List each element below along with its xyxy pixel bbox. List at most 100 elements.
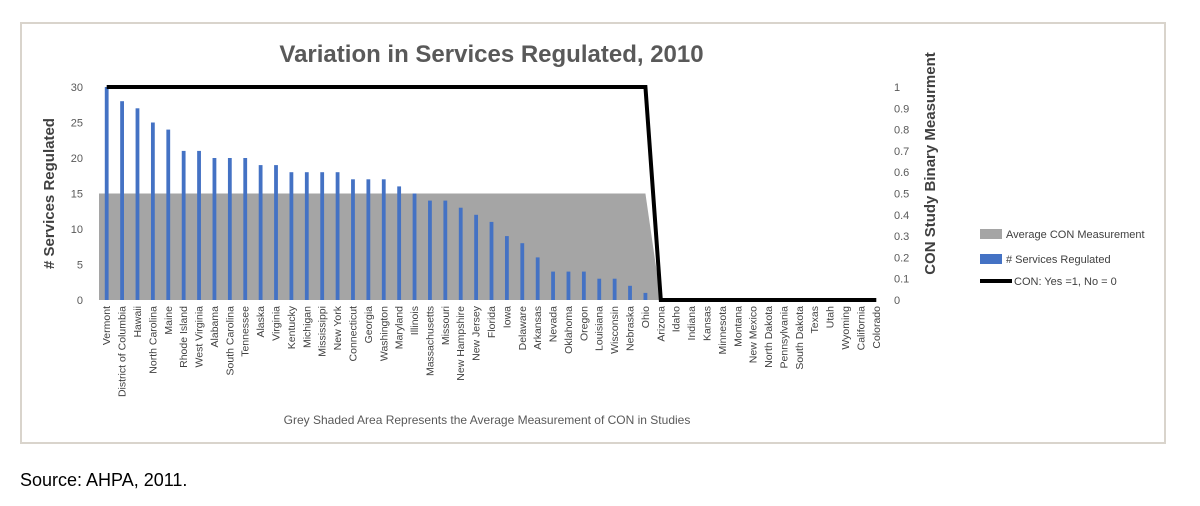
x-tick-label: New Jersey xyxy=(471,305,483,361)
series-line-con xyxy=(106,85,877,302)
y2-tick-label: 0 xyxy=(894,295,900,307)
bar-illinois xyxy=(412,193,417,300)
y-tick-label: 20 xyxy=(71,153,83,165)
x-tick-label: Washington xyxy=(378,306,390,361)
chart-title: Variation in Services Regulated, 2010 xyxy=(279,41,703,68)
y-tick-label: 30 xyxy=(71,82,83,94)
bar-north-carolina xyxy=(150,122,155,300)
x-tick-label: New York xyxy=(332,305,344,350)
y-tick-label: 15 xyxy=(71,189,83,201)
bar-georgia xyxy=(366,179,371,300)
bar-nebraska xyxy=(628,285,632,300)
x-tick-label: Maine xyxy=(163,306,175,335)
bar-wisconsin xyxy=(612,278,617,300)
bar-washington xyxy=(381,179,386,300)
legend-label-services: # Services Regulated xyxy=(1006,254,1111,266)
x-tick-label: Massachusetts xyxy=(424,306,436,376)
x-tick-label: Vermont xyxy=(101,306,113,345)
x-tick-label: Oregon xyxy=(578,306,590,341)
x-tick-label: New Mexico xyxy=(748,306,760,363)
y2-tick-label: 0.6 xyxy=(894,167,909,179)
bar-oregon xyxy=(581,271,586,300)
x-tick-label: Maryland xyxy=(394,306,406,349)
bar-iowa xyxy=(504,236,509,300)
x-tick-label: Illinois xyxy=(409,306,421,335)
legend-label-con-line: CON: Yes =1, No = 0 xyxy=(1014,276,1117,288)
x-tick-label: Colorado xyxy=(871,306,883,349)
x-tick-label: Missouri xyxy=(440,306,452,345)
bar-oklahoma xyxy=(566,271,571,300)
x-tick-label: Arkansas xyxy=(532,306,544,350)
y2-axis-title: CON Study Binary Measurment xyxy=(922,52,939,275)
bar-delaware xyxy=(520,243,525,300)
x-tick-label: Louisiana xyxy=(594,306,606,351)
bar-west-virginia xyxy=(197,150,201,300)
bar-maryland xyxy=(397,186,402,300)
bar-rhode-island xyxy=(181,150,186,300)
x-tick-label: Michigan xyxy=(301,306,313,348)
y2-tick-label: 0.1 xyxy=(894,274,909,286)
bar-new-york xyxy=(335,172,340,300)
x-tick-label: California xyxy=(855,306,867,351)
bar-missouri xyxy=(443,200,448,300)
x-tick-label: Kentucky xyxy=(286,305,298,349)
x-tick-label: Mississippi xyxy=(317,306,329,357)
y-tick-label: 10 xyxy=(71,224,83,236)
x-tick-label: Minnesota xyxy=(717,306,729,355)
x-tick-label: Arizona xyxy=(655,306,667,342)
y2-tick-label: 0.3 xyxy=(894,231,909,243)
x-tick-label: Pennsylvania xyxy=(778,306,790,369)
y-tick-label: 5 xyxy=(77,260,83,272)
x-tick-label: Alabama xyxy=(209,306,221,348)
bar-connecticut xyxy=(351,179,355,300)
y2-tick-label: 0.4 xyxy=(894,210,909,222)
bar-florida xyxy=(489,221,494,300)
bar-nevada xyxy=(551,271,555,300)
y2-tick-label: 1 xyxy=(894,82,900,94)
y2-tick-label: 0.8 xyxy=(894,125,909,137)
bar-virginia xyxy=(274,165,278,300)
x-tick-label: Utah xyxy=(825,306,837,328)
bar-alaska xyxy=(258,165,263,300)
x-tick-label: Wisconsin xyxy=(609,306,621,354)
x-tick-label: Oklahoma xyxy=(563,306,575,354)
x-tick-label: Texas xyxy=(809,306,821,333)
chart-note: Grey Shaded Area Represents the Average … xyxy=(284,413,691,427)
y-tick-label: 25 xyxy=(71,118,83,130)
bar-district-of-columbia xyxy=(120,101,124,300)
x-tick-label: Hawaii xyxy=(132,306,144,338)
x-tick-label: Connecticut xyxy=(347,306,359,362)
x-tick-label: Nevada xyxy=(548,306,560,342)
x-tick-label: Tennessee xyxy=(240,306,252,357)
x-tick-label: Delaware xyxy=(517,306,529,351)
bar-new-hampshire xyxy=(458,207,463,300)
x-tick-label: Florida xyxy=(486,306,498,338)
legend-label-average-con: Average CON Measurement xyxy=(1006,229,1145,241)
bar-massachusetts xyxy=(428,200,432,300)
bar-kentucky xyxy=(289,172,294,300)
series-area-average-con xyxy=(99,193,661,300)
chart-svg: Variation in Services Regulated, 2010 0 5 1… xyxy=(41,41,1145,427)
x-tick-label: Ohio xyxy=(640,306,652,328)
y2-tick-label: 0.5 xyxy=(894,189,909,201)
x-tick-label: North Carolina xyxy=(147,306,159,374)
x-tick-label: South Carolina xyxy=(224,306,236,376)
y-tick-label: 0 xyxy=(77,295,83,307)
x-tick-label: West Virginia xyxy=(194,306,206,368)
bar-hawaii xyxy=(135,108,140,300)
x-tick-label: North Dakota xyxy=(763,306,775,368)
x-tick-label: Indiana xyxy=(686,306,698,341)
bar-mississippi xyxy=(320,172,325,300)
bar-tennessee xyxy=(243,158,248,300)
x-tick-label: Alaska xyxy=(255,306,267,338)
bar-louisiana xyxy=(597,278,602,300)
bar-south-carolina xyxy=(227,158,232,300)
x-tick-label: Rhode Island xyxy=(178,306,190,368)
x-tick-label: Wyoming xyxy=(840,306,852,350)
bar-ohio xyxy=(643,292,648,300)
bar-maine xyxy=(166,129,171,300)
x-tick-label: South Dakota xyxy=(794,306,806,370)
x-tick-label: Georgia xyxy=(363,306,375,344)
x-tick-label: Nebraska xyxy=(625,306,637,351)
bar-vermont xyxy=(104,87,109,300)
